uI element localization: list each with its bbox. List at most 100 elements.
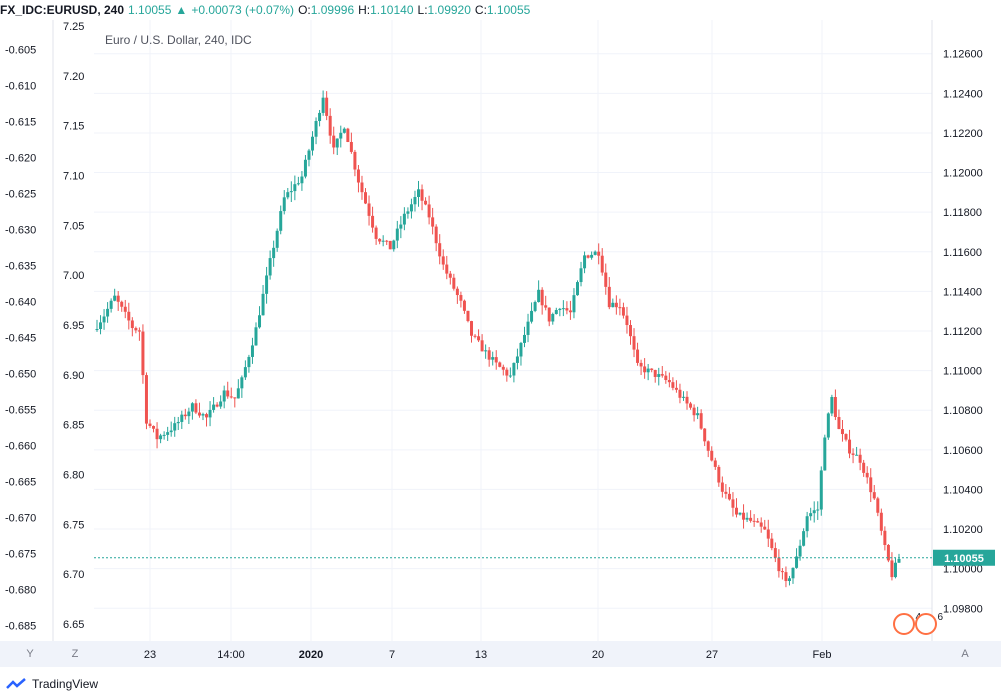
candle <box>798 539 802 561</box>
y-axis-button[interactable]: Y <box>26 648 34 660</box>
candle <box>816 501 820 520</box>
candle <box>473 334 477 339</box>
candle <box>593 250 597 256</box>
candle <box>431 207 435 235</box>
economic-event-flag-icon[interactable]: 4 <box>893 612 921 635</box>
candle <box>787 575 791 586</box>
candle <box>777 549 781 578</box>
candle <box>109 298 113 313</box>
right-price-axis: 1.12600 1.12400 1.12200 1.12000 1.11800 1.116… <box>943 49 983 616</box>
candle <box>833 389 837 421</box>
candle <box>646 363 650 381</box>
candle <box>155 422 159 449</box>
candle <box>618 298 622 316</box>
candle <box>141 324 145 384</box>
candle <box>522 326 526 348</box>
left-axis-tick: -0.650 <box>5 369 36 381</box>
candle <box>462 299 466 314</box>
candle <box>342 127 346 134</box>
candle <box>872 484 876 500</box>
candle <box>272 240 276 267</box>
candle <box>420 184 424 211</box>
candle <box>183 408 187 420</box>
candle <box>229 387 233 399</box>
candle <box>452 273 456 291</box>
candle <box>840 420 844 442</box>
candle <box>176 416 180 430</box>
candle <box>392 239 396 252</box>
candle <box>515 348 519 370</box>
price-chart[interactable]: -0.605 -0.610 -0.615 -0.620 -0.625 -0.630 -0.6… <box>0 0 1001 641</box>
right-axis-tick: 1.11600 <box>943 247 982 259</box>
candle <box>611 298 615 308</box>
candle <box>579 261 583 287</box>
candle <box>508 367 512 378</box>
brand-name[interactable]: TradingView <box>32 677 99 691</box>
candle <box>759 517 763 533</box>
candle <box>575 280 579 296</box>
close-value: 1.10055 <box>486 3 531 17</box>
candle <box>268 250 272 280</box>
candle <box>441 249 445 270</box>
candle <box>381 235 385 247</box>
left-axis-tick: -0.645 <box>5 333 36 345</box>
candle <box>763 519 767 530</box>
candle <box>236 379 240 399</box>
candle <box>586 254 590 259</box>
candle <box>791 567 795 584</box>
candle <box>247 354 251 373</box>
candle <box>749 510 753 523</box>
candle <box>275 228 279 252</box>
left-axis-tick: -0.685 <box>5 620 36 632</box>
candle <box>837 409 841 430</box>
candle <box>674 380 678 393</box>
left-axis-tick: -0.655 <box>5 405 36 417</box>
candle <box>371 206 375 233</box>
change-arrow: ▲ <box>175 3 188 17</box>
candle <box>120 300 124 312</box>
candle <box>261 285 265 316</box>
candle <box>424 197 428 206</box>
candle <box>399 216 403 239</box>
candle <box>713 457 717 470</box>
candle <box>505 367 509 382</box>
economic-event-flag-icon[interactable]: 6 <box>915 612 943 635</box>
symbol-name[interactable]: FX_IDC:EURUSD, 240 <box>0 3 125 17</box>
candle <box>526 313 530 343</box>
candle <box>494 350 498 370</box>
candle <box>205 412 209 427</box>
candle <box>169 421 173 437</box>
footer: TradingView <box>0 672 98 696</box>
right-axis-tick: 1.10200 <box>943 524 983 536</box>
candle <box>512 362 516 383</box>
candle <box>636 342 640 366</box>
candle <box>484 344 488 359</box>
right-axis-tick: 1.10400 <box>943 484 983 496</box>
time-axis-tick: 7 <box>389 649 395 661</box>
inner-axis-tick: 6.85 <box>63 420 84 432</box>
left-axis-tick: -0.660 <box>5 440 36 452</box>
open-value: 1.09996 <box>310 3 355 17</box>
candle <box>752 514 756 527</box>
candle <box>233 397 237 408</box>
candle <box>568 300 572 320</box>
time-axis[interactable]: 23 14:00 2020 7 13 20 27 Feb <box>0 641 1001 667</box>
candle <box>696 406 700 420</box>
candle <box>328 108 332 144</box>
high-label: H: <box>358 3 371 17</box>
candle <box>766 519 770 547</box>
z-axis-button[interactable]: Z <box>71 648 79 660</box>
time-axis-tick: 27 <box>706 649 718 661</box>
candle <box>455 286 459 304</box>
candle <box>491 351 495 366</box>
time-axis-tick: 2020 <box>299 649 323 661</box>
candle <box>353 149 357 177</box>
left-axis-tick: -0.610 <box>5 81 36 93</box>
candle <box>311 131 315 156</box>
candle <box>226 381 230 399</box>
candle <box>480 334 484 352</box>
open-label: O: <box>298 3 311 17</box>
time-axis-tick: 20 <box>592 649 604 661</box>
auto-scale-button[interactable]: A <box>961 648 969 660</box>
candle <box>692 404 696 422</box>
